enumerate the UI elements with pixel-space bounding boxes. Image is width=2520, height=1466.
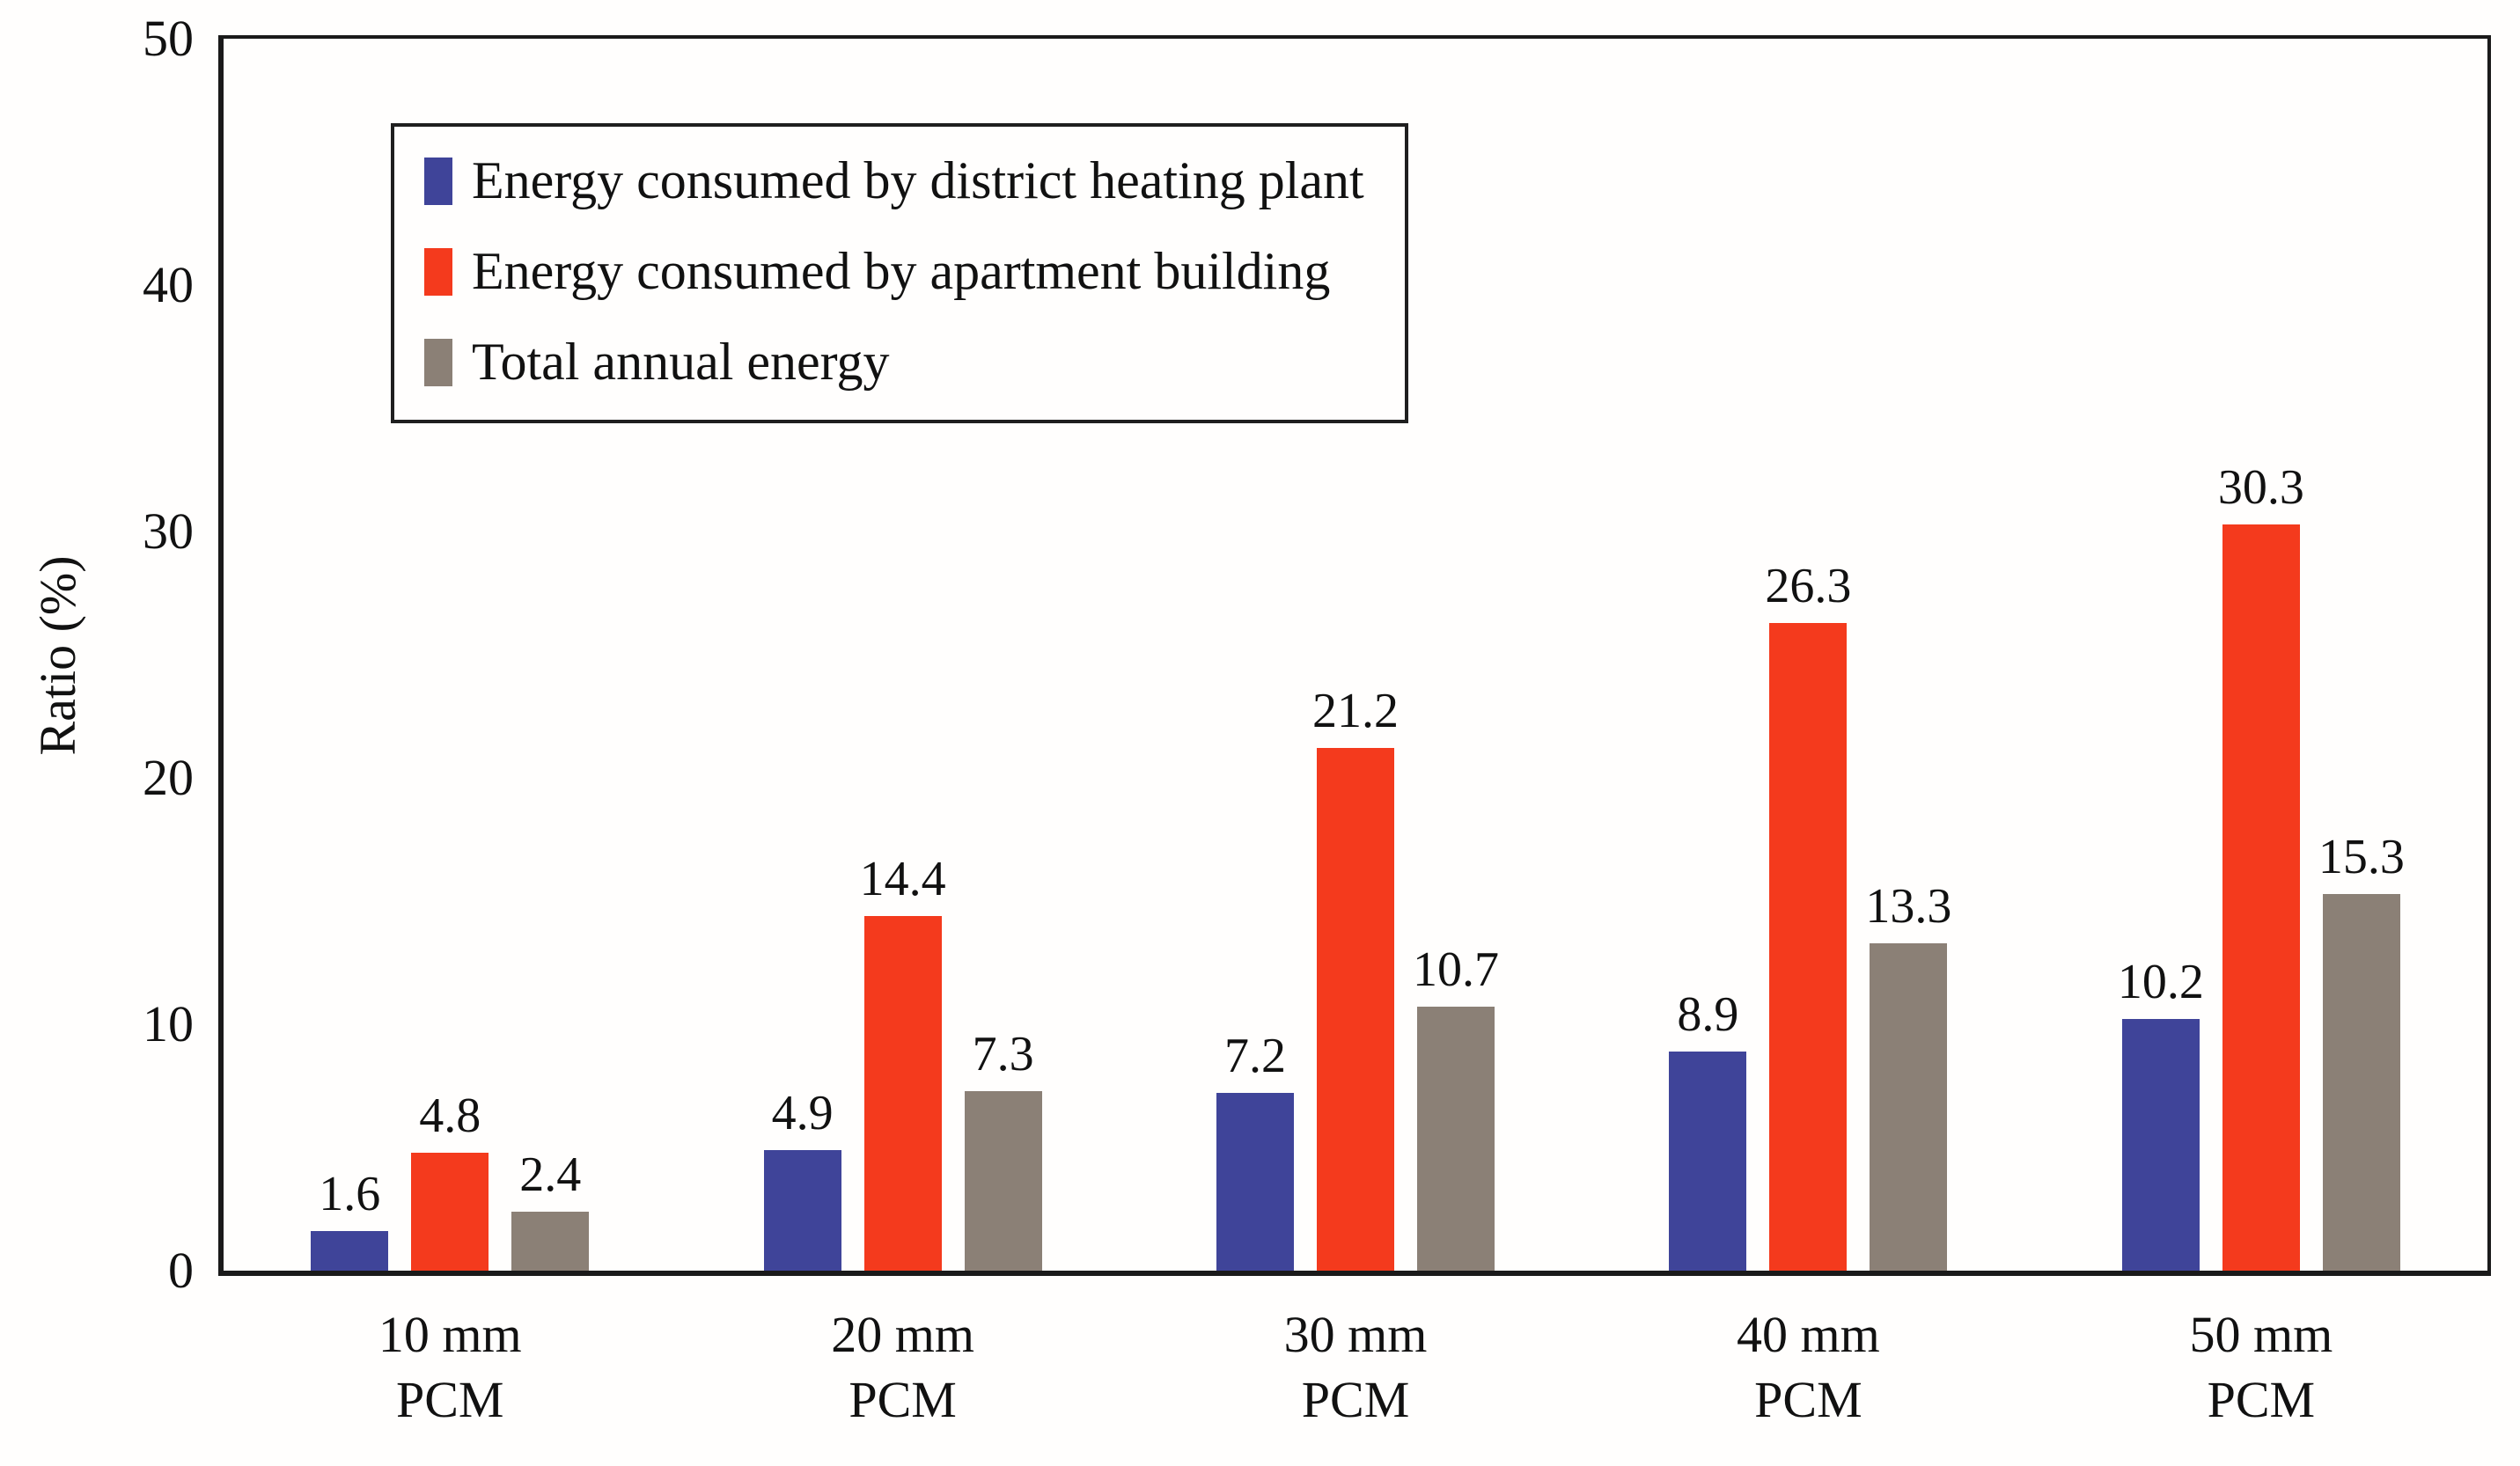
x-axis-category-label: 30 mm PCM [1283, 1306, 1428, 1429]
bar-wrap: 4.9 [763, 1089, 841, 1271]
legend-label: Total annual energy [472, 333, 890, 391]
bar-wrap: 21.2 [1312, 686, 1399, 1271]
legend-label: Energy consumed by apartment building [472, 242, 1331, 300]
bar-wrap: 4.8 [411, 1091, 489, 1271]
plot-area: 1.6 4.8 2.4 4.9 14.4 7.3 7.2 21.2 10.7 8.9 26.3 13.… [218, 35, 2491, 1276]
legend-swatch-icon [424, 157, 452, 205]
bar-wrap: 7.2 [1216, 1031, 1295, 1271]
bar [1769, 622, 1848, 1271]
bar [2322, 893, 2400, 1271]
bar-value-label: 2.4 [519, 1147, 582, 1202]
bar-value-label: 8.9 [1677, 986, 1739, 1042]
y-axis-tick-label: 0 [168, 1242, 194, 1299]
bar-group: 10.2 30.3 15.3 [2035, 39, 2487, 1271]
bar-value-label: 7.2 [1224, 1029, 1287, 1084]
bar [964, 1090, 1042, 1271]
bar-value-label: 10.7 [1413, 942, 1500, 998]
bar-wrap: 26.3 [1765, 561, 1851, 1271]
x-axis-category-label: 50 mm PCM [2189, 1306, 2333, 1429]
bar [411, 1152, 489, 1271]
bar-wrap: 14.4 [860, 854, 946, 1271]
y-axis-tick-label: 30 [143, 502, 194, 560]
bar [2222, 524, 2300, 1271]
x-axis-labels: 10 mm PCM 20 mm PCM 30 mm PCM 40 mm PCM 50 m… [224, 1302, 2487, 1433]
legend-label: Energy consumed by district heating plan… [472, 151, 1364, 209]
bar-value-label: 4.8 [419, 1088, 481, 1143]
bar-value-label: 30.3 [2217, 459, 2304, 515]
y-axis-tick-label: 10 [143, 995, 194, 1052]
legend-item: Energy consumed by district heating plan… [424, 153, 1364, 209]
bar [1870, 942, 1948, 1271]
bar-group: 7.2 21.2 10.7 [1129, 39, 1582, 1271]
bar-value-label: 21.2 [1312, 684, 1400, 739]
legend-swatch-icon [424, 247, 452, 296]
bar [1216, 1093, 1295, 1271]
bar [511, 1211, 590, 1271]
y-axis-tick-label: 20 [143, 749, 194, 806]
bar [863, 915, 942, 1271]
bar [1417, 1007, 1495, 1271]
bar-wrap: 1.6 [311, 1169, 389, 1271]
bar-value-label: 10.2 [2117, 955, 2204, 1010]
bar-wrap: 15.3 [2318, 832, 2405, 1271]
bar-value-label: 4.9 [771, 1085, 834, 1140]
x-axis-category-label: 40 mm PCM [1737, 1306, 1880, 1429]
x-axis-category-label: 20 mm PCM [831, 1306, 974, 1429]
y-axis-tick-label: 40 [143, 256, 194, 313]
bar-groups: 1.6 4.8 2.4 4.9 14.4 7.3 7.2 21.2 10.7 8.9 26.3 13.… [224, 39, 2487, 1271]
bar [2121, 1019, 2200, 1271]
x-axis-category-label: 10 mm PCM [378, 1306, 522, 1429]
bar-group: 8.9 26.3 13.3 [1582, 39, 2034, 1271]
bar-value-label: 13.3 [1865, 878, 1952, 934]
bar-wrap: 2.4 [511, 1150, 590, 1271]
bar-value-label: 26.3 [1765, 558, 1852, 613]
legend-item: Energy consumed by apartment building [424, 244, 1364, 299]
bar [311, 1231, 389, 1271]
bar-value-label: 7.3 [972, 1026, 1034, 1081]
y-axis-tick-label: 50 [143, 10, 194, 67]
bar-wrap: 30.3 [2218, 463, 2304, 1271]
bar [1317, 748, 1395, 1271]
legend-swatch-icon [424, 338, 452, 386]
bar-wrap: 10.2 [2118, 957, 2204, 1271]
bar [1669, 1051, 1747, 1271]
bar-group: 1.6 4.8 2.4 [224, 39, 676, 1271]
bar-value-label: 1.6 [319, 1167, 381, 1222]
bar-value-label: 15.3 [2318, 829, 2405, 884]
bar-wrap: 13.3 [1865, 882, 1951, 1271]
bar [763, 1149, 841, 1271]
legend: Energy consumed by district heating plan… [391, 123, 1408, 423]
bar-wrap: 8.9 [1669, 990, 1747, 1271]
bar-wrap: 10.7 [1413, 945, 1499, 1271]
legend-item: Total annual energy [424, 334, 1364, 390]
bar-value-label: 14.4 [859, 851, 946, 906]
y-axis: 0 10 20 30 40 50 [0, 13, 194, 1296]
bar-wrap: 7.3 [964, 1030, 1042, 1271]
bar-group: 4.9 14.4 7.3 [676, 39, 1128, 1271]
